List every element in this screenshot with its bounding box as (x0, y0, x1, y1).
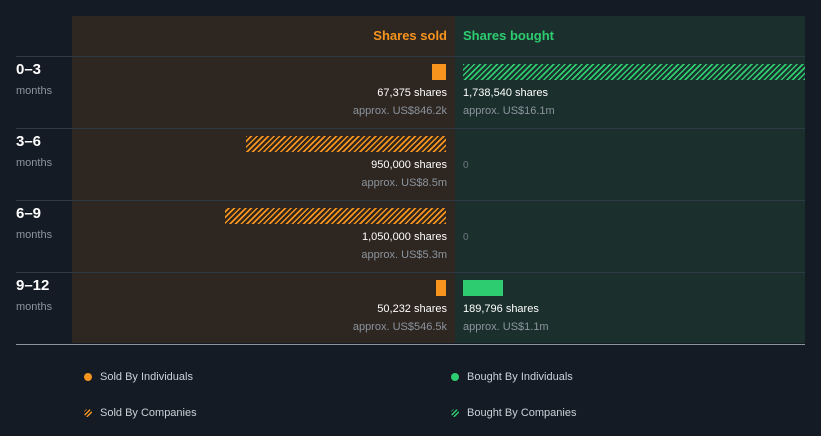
bought-bar (463, 280, 503, 296)
row-label: 3–6 (16, 133, 42, 150)
sold-panel (72, 16, 455, 343)
row-label: 6–9 (16, 205, 42, 222)
bought-value-label: approx. US$1.1m (463, 321, 549, 333)
sold-shares-label: 950,000 shares (371, 159, 447, 171)
row-label: 9–12 (16, 277, 50, 294)
bought-bar (463, 64, 805, 80)
sold-shares-label: 1,050,000 shares (361, 231, 447, 243)
row-divider (16, 56, 805, 57)
legend-marker-sold-individuals (84, 373, 92, 381)
bought-shares-label: 1,738,540 shares (463, 87, 549, 99)
sold-bar (225, 208, 446, 224)
sold-bar (436, 280, 446, 296)
bought-zero-label: 0 (463, 232, 469, 243)
bought-value-label: approx. US$16.1m (463, 105, 555, 117)
sold-value-label: approx. US$5.3m (361, 249, 447, 261)
sold-shares-label: 67,375 shares (377, 87, 447, 99)
sold-bar (246, 136, 446, 152)
legend-label-bought-individuals: Bought By Individuals (467, 371, 573, 383)
row-sublabel: months (16, 85, 53, 97)
legend-marker-bought-individuals (451, 373, 459, 381)
sold-value-label: approx. US$546.5k (352, 321, 447, 333)
sold-value-label: approx. US$8.5m (361, 177, 447, 189)
row-label: 0–3 (16, 61, 42, 78)
row-sublabel: months (16, 229, 53, 241)
sold-shares-label: 50,232 shares (377, 303, 447, 315)
header-shares-bought: Shares bought (463, 28, 555, 43)
row-sublabel: months (16, 301, 53, 313)
legend-marker-bought-companies (451, 409, 459, 417)
sold-bar (432, 64, 446, 80)
bought-shares-label: 189,796 shares (463, 303, 539, 315)
legend-label-bought-companies: Bought By Companies (467, 407, 577, 419)
row-sublabel: months (16, 157, 53, 169)
legend-label-sold-companies: Sold By Companies (100, 407, 197, 419)
row-divider (16, 344, 805, 345)
sold-value-label: approx. US$846.2k (352, 105, 447, 117)
bought-zero-label: 0 (463, 160, 469, 171)
row-divider (16, 128, 805, 129)
header-shares-sold: Shares sold (373, 28, 447, 43)
row-divider (16, 200, 805, 201)
legend-marker-sold-companies (84, 409, 92, 417)
row-divider (16, 272, 805, 273)
legend-label-sold-individuals: Sold By Individuals (100, 371, 193, 383)
